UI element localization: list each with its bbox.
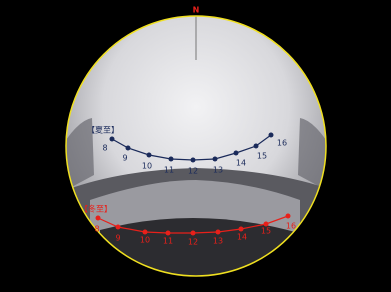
summer-hour-label: 12 [188, 167, 198, 176]
summer-hour-label: 8 [102, 144, 107, 153]
winter-sun-point [116, 225, 121, 230]
summer-hour-label: 11 [164, 166, 174, 175]
summer-label: 【夏至】 [87, 126, 119, 135]
summer-hour-label: 13 [213, 166, 223, 175]
winter-hour-label: 14 [237, 233, 247, 242]
summer-hour-label: 10 [142, 162, 152, 171]
page: N 【夏至】 【冬至】 8 9 10 11 12 13 14 15 16 8 9 10 11 12 13 14… [0, 0, 391, 292]
winter-hour-label: 11 [163, 237, 173, 246]
summer-sun-point [213, 157, 218, 162]
winter-hour-label: 8 [94, 225, 99, 234]
summer-hour-label: 16 [277, 139, 287, 148]
summer-sun-point [147, 153, 152, 158]
winter-sun-point [166, 231, 171, 236]
summer-sun-point [191, 158, 196, 163]
winter-sun-point [96, 216, 101, 221]
summer-sun-point [254, 144, 259, 149]
winter-hour-label: 16 [286, 222, 296, 231]
winter-hour-label: 10 [140, 236, 150, 245]
winter-sun-point [239, 227, 244, 232]
summer-sun-point [169, 157, 174, 162]
winter-hour-label: 13 [213, 237, 223, 246]
winter-sun-point [143, 230, 148, 235]
fisheye-view: N 【夏至】 【冬至】 8 9 10 11 12 13 14 15 16 8 9 10 11 12 13 14… [0, 0, 391, 292]
summer-hour-label: 9 [122, 154, 127, 163]
summer-hour-label: 14 [236, 159, 246, 168]
winter-hour-label: 12 [188, 238, 198, 247]
winter-sun-point [216, 230, 221, 235]
summer-hour-label: 15 [257, 152, 267, 161]
north-label: N [193, 6, 200, 15]
summer-sun-point [234, 151, 239, 156]
winter-label: 【冬至】 [80, 204, 112, 214]
winter-sun-point [191, 231, 196, 236]
summer-sun-point [269, 133, 274, 138]
winter-hour-label: 9 [115, 234, 120, 243]
summer-sun-point [126, 146, 131, 151]
winter-hour-label: 15 [261, 227, 271, 236]
winter-sun-point [286, 214, 291, 219]
summer-sun-point [110, 137, 115, 142]
